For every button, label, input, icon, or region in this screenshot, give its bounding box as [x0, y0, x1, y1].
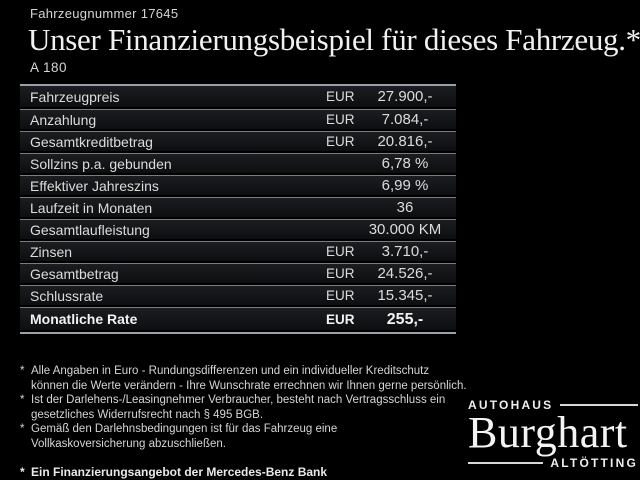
footnote-line: Alle Angaben in Euro - Rundungsdifferenz… [31, 365, 430, 377]
row-value: 15.345,- [377, 286, 433, 304]
footnote-line: Vollkaskoversicherung abzuschließen. [31, 437, 226, 450]
table-row-gesamtbetrag: Gesamtbetrag EUR 24.526,- [20, 263, 456, 283]
footnote-widerrufsrecht: * Ist der Darlehens-/Leasingnehmer Verbr… [20, 393, 472, 422]
row-value: 7.084,- [381, 110, 429, 128]
row-label: Anzahlung [30, 111, 97, 128]
financing-table: Fahrzeugpreis EUR 27.900,- Anzahlung EUR… [20, 84, 456, 334]
row-value: 6,99 % [381, 176, 429, 194]
row-label: Fahrzeugpreis [30, 88, 120, 105]
row-label: Laufzeit in Monaten [30, 199, 153, 216]
footnote-marker: * [20, 394, 25, 407]
table-row-schlussrate: Schlussrate EUR 15.345,- [20, 285, 456, 305]
row-currency: EUR [326, 243, 355, 259]
row-value: 27.900,- [377, 87, 433, 105]
footnote-marker: * [20, 423, 25, 436]
row-currency: EUR [326, 111, 355, 127]
footnote-line: Ein Finanzierungsangebot der Mercedes-Be… [31, 464, 328, 479]
logo-rule-bottom [468, 462, 544, 464]
row-value: 20.816,- [377, 132, 433, 150]
footnote-vollkasko: * Gemäß den Darlehnsbedingungen ist für … [20, 422, 472, 451]
row-currency: EUR [326, 133, 355, 149]
row-value: 30.000 KM [368, 220, 442, 238]
dealer-logo: AUTOHAUS Burghart ALTÖTTING [468, 398, 638, 470]
row-value: 36 [396, 198, 414, 216]
footnote-line: können die Werte verändern - Ihre Wunsch… [31, 379, 467, 392]
table-row-gesamtlaufleistung: Gesamtlaufleistung 30.000 KM [20, 219, 456, 239]
footnote-rounding: * Alle Angaben in Euro - Rundungsdiffere… [20, 364, 472, 393]
logo-autohaus-label: AUTOHAUS [468, 398, 554, 412]
vehicle-number: Fahrzeugnummer 17645 [30, 6, 179, 21]
footnote-line: gesetzliches Widerrufsrecht nach § 495 B… [31, 408, 264, 421]
row-value: 3.710,- [381, 242, 429, 260]
row-value: 24.526,- [377, 264, 433, 282]
footnote-line: Ist der Darlehens-/Leasingnehmer Verbrau… [31, 394, 446, 407]
table-row-effektiver-jahreszins: Effektiver Jahreszins 6,99 % [20, 175, 456, 195]
row-currency: EUR [326, 265, 355, 281]
row-value: 6,78 % [381, 154, 429, 172]
row-label: Zinsen [30, 243, 73, 260]
page-title: Unser Finanzierungsbeispiel für dieses F… [28, 22, 640, 57]
footnote-line: Gemäß den Darlehnsbedingungen ist für da… [31, 423, 338, 436]
row-currency: EUR [326, 311, 355, 327]
row-label: Schlussrate [30, 287, 104, 304]
row-currency: EUR [326, 287, 355, 303]
row-value: 255,- [386, 310, 424, 328]
footnote-marker: * [20, 365, 25, 377]
logo-city-label: ALTÖTTING [550, 456, 638, 470]
footnotes: * Alle Angaben in Euro - Rundungsdiffere… [20, 364, 472, 479]
row-label: Gesamtkreditbetrag [30, 133, 153, 150]
row-label: Gesamtlaufleistung [30, 221, 150, 238]
table-row-zinsen: Zinsen EUR 3.710,- [20, 241, 456, 261]
footnote-marker: * [20, 464, 25, 479]
table-row-fahrzeugpreis: Fahrzeugpreis EUR 27.900,- [20, 86, 456, 107]
logo-rule-top [560, 404, 638, 406]
table-row-sollzins: Sollzins p.a. gebunden 6,78 % [20, 153, 456, 173]
row-currency: EUR [326, 88, 355, 104]
table-row-monatliche-rate: Monatliche Rate EUR 255,- [20, 307, 456, 330]
model-name: A 180 [30, 60, 68, 75]
footnote-financing-offer: * Ein Finanzierungsangebot der Mercedes-… [20, 465, 472, 480]
row-label: Effektiver Jahreszins [30, 177, 159, 194]
table-row-anzahlung: Anzahlung EUR 7.084,- [20, 109, 456, 129]
table-row-gesamtkreditbetrag: Gesamtkreditbetrag EUR 20.816,- [20, 131, 456, 151]
logo-dealer-name: Burghart [468, 408, 628, 457]
table-row-laufzeit: Laufzeit in Monaten 36 [20, 197, 456, 217]
row-label: Sollzins p.a. gebunden [30, 155, 172, 172]
row-label: Gesamtbetrag [30, 265, 119, 282]
row-label: Monatliche Rate [30, 310, 138, 327]
